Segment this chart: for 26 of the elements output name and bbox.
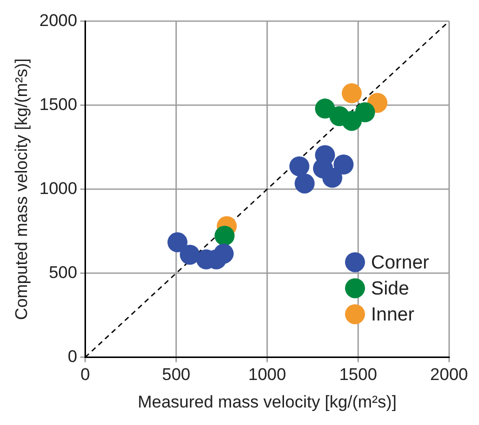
x-tick-label: 500 <box>162 365 190 384</box>
point <box>180 244 200 265</box>
x-tick-label: 1000 <box>248 365 286 384</box>
y-tick-label: 500 <box>48 262 78 282</box>
point <box>342 83 362 104</box>
x-axis-title: Measured mass velocity [kg/(m²s)] <box>138 392 397 412</box>
x-tick-label: 2000 <box>430 365 468 384</box>
point <box>167 232 188 252</box>
y-tick-label: 0 <box>68 346 78 366</box>
x-tick-label: 0 <box>80 365 90 384</box>
legend-label: Side <box>371 278 410 300</box>
point <box>294 173 315 194</box>
y-tick-label: 2000 <box>39 10 78 30</box>
x-tick-label: 1500 <box>339 365 378 384</box>
y-tick-label: 1000 <box>39 178 78 198</box>
point <box>214 244 234 264</box>
point <box>334 154 354 175</box>
point <box>322 168 342 188</box>
point <box>214 226 235 246</box>
point <box>315 98 336 119</box>
legend-label: Inner <box>371 304 415 326</box>
y-tick-label: 1500 <box>39 94 78 114</box>
point <box>289 156 310 176</box>
legend-label: Corner <box>371 252 430 274</box>
y-axis-title: Computed mass velocity [kg/(m²s)] <box>12 58 31 320</box>
point <box>355 102 376 122</box>
